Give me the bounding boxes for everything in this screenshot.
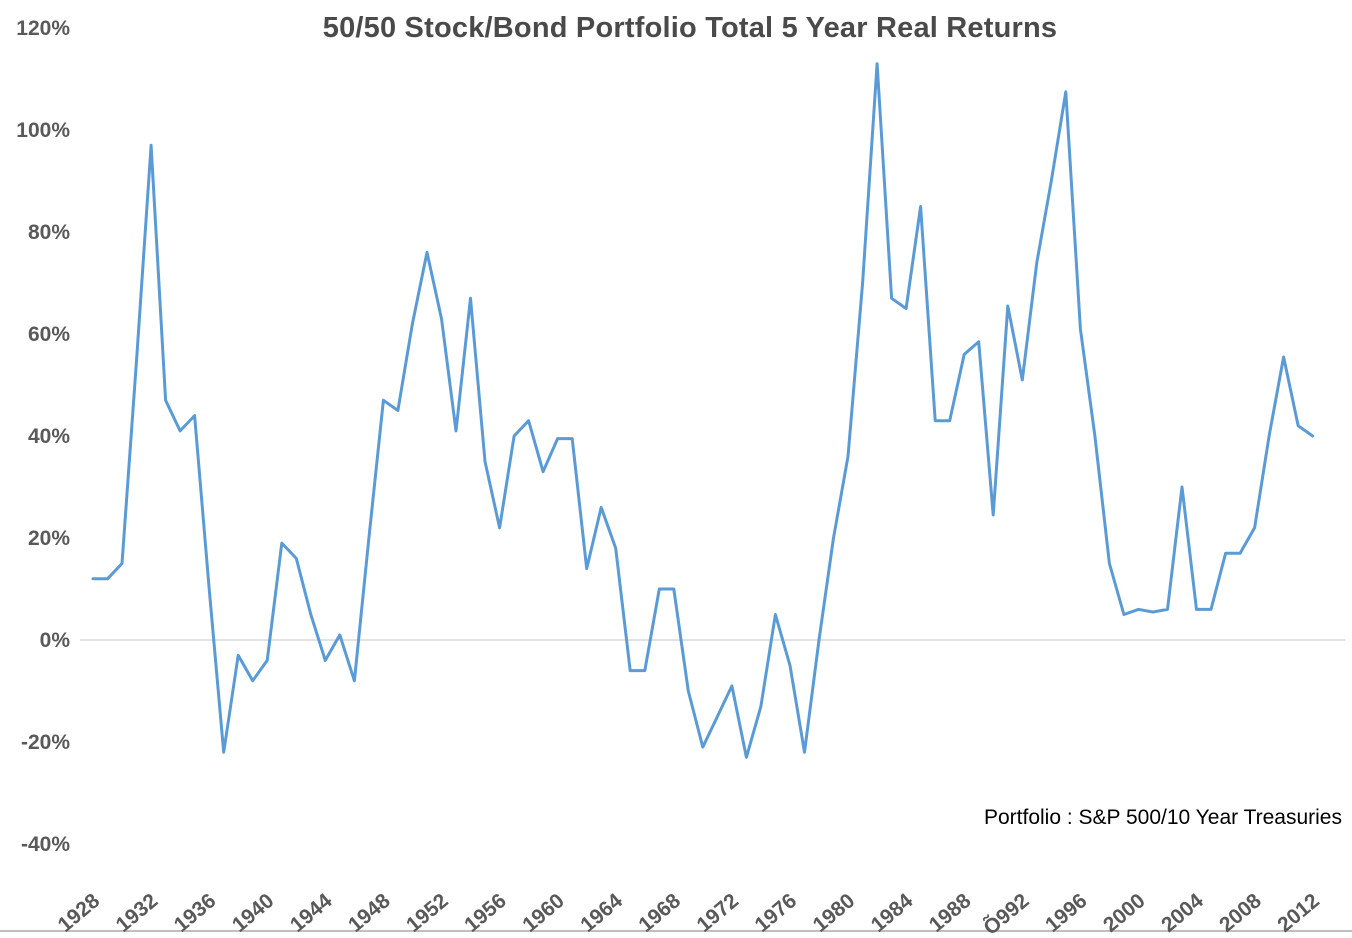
y-tick-label: -20%	[21, 731, 70, 754]
y-tick-label: 0%	[40, 629, 71, 652]
x-tick-label: 1932	[112, 889, 163, 937]
y-tick-label: 40%	[28, 425, 70, 448]
x-tick-label: 1940	[228, 889, 279, 937]
x-tick-label: 1976	[751, 889, 802, 937]
x-tick-label: 1948	[344, 889, 395, 937]
y-tick-label: 120%	[16, 17, 70, 40]
x-tick-label: 1980	[809, 889, 860, 937]
y-tick-label: 20%	[28, 527, 70, 550]
x-tick-label: 1956	[460, 889, 511, 937]
y-tick-label: -40%	[21, 833, 70, 856]
x-tick-label: 1952	[402, 889, 453, 937]
x-tick-label: 1972	[693, 889, 744, 937]
y-tick-label: 100%	[16, 119, 70, 142]
returns-line-series	[91, 62, 1315, 759]
chart-title: 50/50 Stock/Bond Portfolio Total 5 Year …	[322, 12, 1058, 44]
x-tick-label: 1928	[54, 889, 105, 937]
x-tick-label: 1936	[170, 889, 221, 937]
x-tick-label: 1964	[576, 889, 627, 937]
portfolio-annotation: Portfolio : S&P 500/10 Year Treasuries	[983, 806, 1342, 829]
x-tick-label: 1988	[925, 889, 976, 937]
x-tick-label: 1968	[634, 889, 685, 937]
x-tick-label: 2000	[1099, 889, 1150, 937]
x-tick-label: 1960	[518, 889, 569, 937]
x-tick-label: 2008	[1215, 889, 1266, 937]
x-tick-label: 1984	[867, 889, 918, 937]
y-tick-label: 60%	[28, 323, 70, 346]
x-tick-label: 2012	[1273, 889, 1324, 937]
x-tick-label: 2004	[1157, 889, 1208, 937]
y-tick-label: 80%	[28, 221, 70, 244]
x-tick-label: 1996	[1041, 889, 1092, 937]
x-tick-label: 1944	[286, 889, 337, 937]
